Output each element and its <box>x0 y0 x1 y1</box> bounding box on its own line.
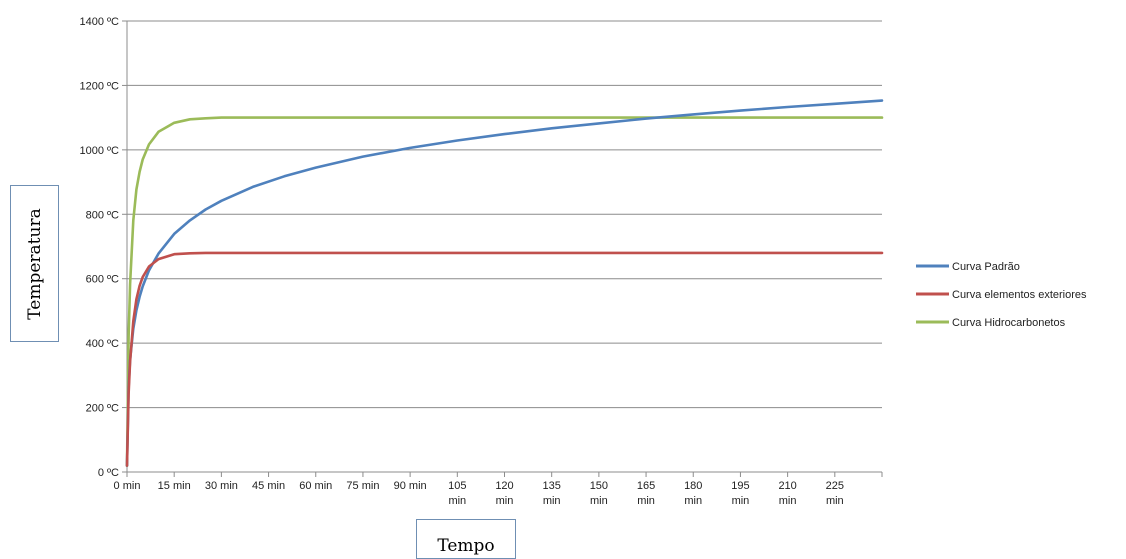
y-tick-label: 1000 ºC <box>80 145 120 157</box>
axes <box>126 21 882 473</box>
legend-label: Curva Padrão <box>952 261 1020 273</box>
x-axis-ticks: 0 min 15 min 30 min 45 min 60 min 75 min 90 mi… <box>114 472 883 507</box>
x-tick-label: 180 <box>684 480 702 492</box>
x-tick-label-unit: min <box>826 495 844 507</box>
x-tick-label-unit: min <box>684 495 702 507</box>
series-lines <box>125 99 884 467</box>
x-tick-label: 15 min <box>158 480 191 492</box>
x-axis-label: Tempo <box>437 536 495 556</box>
x-tick-label: 90 min <box>394 480 427 492</box>
y-tick-label: 200 ºC <box>86 403 119 415</box>
x-tick-label-unit: min <box>448 495 466 507</box>
x-tick-label: 0 min <box>114 480 141 492</box>
x-axis-label-box: Tempo <box>416 519 516 559</box>
y-tick-label: 0 ºC <box>98 467 119 479</box>
legend-label: Curva Hidrocarbonetos <box>952 317 1066 329</box>
y-tick-label: 400 ºC <box>86 338 119 350</box>
y-tick-label: 1400 ºC <box>80 16 120 28</box>
x-tick-label-unit: min <box>496 495 514 507</box>
x-tick-label-unit: min <box>543 495 561 507</box>
x-tick-label-unit: min <box>637 495 655 507</box>
x-tick-label: 60 min <box>299 480 332 492</box>
y-axis-label-box: Temperatura <box>10 185 59 342</box>
y-axis-label: Temperatura <box>24 207 45 320</box>
gridlines <box>127 20 882 409</box>
x-tick-label: 135 <box>543 480 561 492</box>
x-tick-label: 225 <box>826 480 844 492</box>
series-line <box>125 116 884 467</box>
series-line <box>125 99 884 467</box>
x-tick-label-unit: min <box>732 495 750 507</box>
x-tick-label: 105 <box>448 480 466 492</box>
legend-label: Curva elementos exteriores <box>952 289 1087 301</box>
x-tick-label-unit: min <box>779 495 797 507</box>
x-tick-label: 150 <box>590 480 608 492</box>
x-tick-label: 45 min <box>252 480 285 492</box>
x-tick-label: 210 <box>778 480 796 492</box>
series-line <box>125 251 884 467</box>
x-tick-label: 120 <box>495 480 513 492</box>
y-axis-ticks: 0 ºC 200 ºC 400 ºC 600 ºC 800 ºC 1000 ºC 1200 … <box>80 16 127 479</box>
x-tick-label: 75 min <box>346 480 379 492</box>
x-tick-label-unit: min <box>590 495 608 507</box>
y-tick-label: 600 ºC <box>86 274 119 286</box>
y-tick-label: 1200 ºC <box>80 80 120 92</box>
x-tick-label: 195 <box>731 480 749 492</box>
y-tick-label: 800 ºC <box>86 209 119 221</box>
x-tick-label: 165 <box>637 480 655 492</box>
legend: Curva Padrão Curva elementos exteriores Cu… <box>916 261 1087 329</box>
x-tick-label: 30 min <box>205 480 238 492</box>
